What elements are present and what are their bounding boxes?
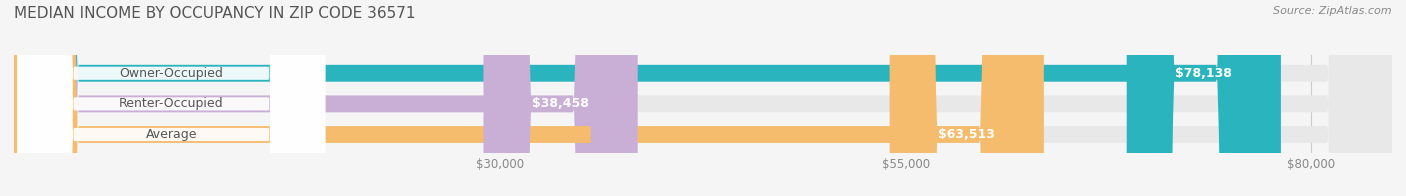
FancyBboxPatch shape (14, 0, 1392, 196)
Text: Owner-Occupied: Owner-Occupied (120, 67, 224, 80)
Text: Source: ZipAtlas.com: Source: ZipAtlas.com (1274, 6, 1392, 16)
Text: MEDIAN INCOME BY OCCUPANCY IN ZIP CODE 36571: MEDIAN INCOME BY OCCUPANCY IN ZIP CODE 3… (14, 6, 416, 21)
FancyBboxPatch shape (14, 0, 1392, 196)
FancyBboxPatch shape (14, 0, 1043, 196)
Text: Average: Average (146, 128, 197, 141)
FancyBboxPatch shape (484, 0, 637, 196)
Text: $78,138: $78,138 (1175, 67, 1232, 80)
FancyBboxPatch shape (890, 0, 1043, 196)
FancyBboxPatch shape (1126, 0, 1281, 196)
FancyBboxPatch shape (17, 0, 325, 196)
FancyBboxPatch shape (14, 0, 637, 196)
Text: $63,513: $63,513 (938, 128, 995, 141)
Text: Renter-Occupied: Renter-Occupied (120, 97, 224, 110)
FancyBboxPatch shape (14, 0, 1392, 196)
FancyBboxPatch shape (17, 0, 325, 196)
Text: $38,458: $38,458 (531, 97, 589, 110)
FancyBboxPatch shape (17, 0, 325, 196)
FancyBboxPatch shape (14, 0, 1281, 196)
